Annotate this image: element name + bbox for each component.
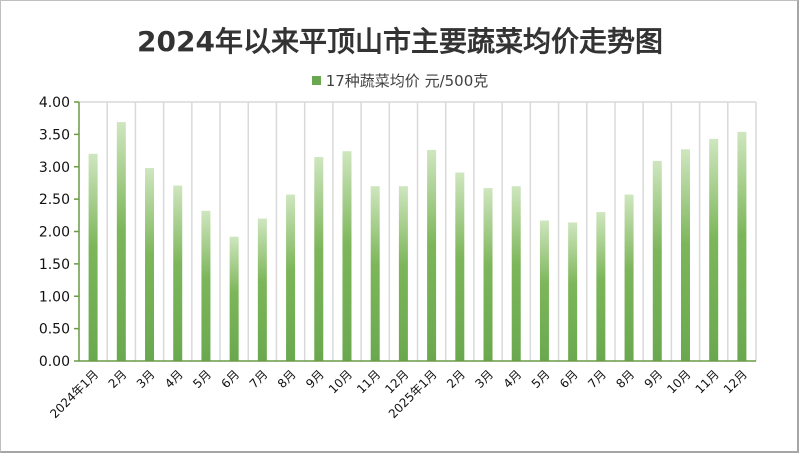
y-tick-label: 3.00: [39, 160, 70, 176]
x-tick-label: 10月: [326, 367, 355, 396]
x-tick-label: 6月: [557, 367, 581, 391]
y-tick-label: 0.00: [39, 354, 70, 370]
y-tick-label: 3.50: [39, 127, 70, 143]
chart-legend: 17种蔬菜均价 元/500克: [0, 70, 800, 91]
legend-label: 17种蔬菜均价 元/500克: [325, 72, 489, 90]
bar: [88, 153, 98, 361]
y-tick-label: 0.50: [39, 322, 70, 338]
x-tick-label: 11月: [354, 367, 383, 396]
x-tick-label: 3月: [134, 367, 158, 391]
bar: [680, 149, 690, 361]
legend-swatch-icon: [311, 76, 321, 85]
x-tick-label: 7月: [585, 367, 609, 391]
y-axis-labels: 0.00 0.50 1.00 1.50 2.00 2.50 3.00 3.50 4.00: [39, 95, 70, 370]
bars: [88, 122, 747, 361]
axes: [74, 101, 756, 362]
x-tick-label: 4月: [162, 367, 186, 391]
bar: [116, 122, 126, 361]
bar: [173, 185, 183, 361]
bar: [145, 168, 155, 361]
y-tick-label: 2.00: [39, 225, 70, 241]
x-tick-label: 2月: [444, 367, 468, 391]
bar: [370, 186, 380, 361]
x-tick-label: 7月: [247, 367, 271, 391]
bar: [201, 210, 211, 361]
bar: [229, 236, 239, 361]
bar: [286, 194, 296, 361]
bar: [568, 222, 578, 361]
x-tick-label: 9月: [642, 367, 666, 391]
bar: [652, 160, 662, 361]
x-tick-label: 6月: [218, 367, 242, 391]
bar: [483, 188, 493, 361]
x-tick-label: 9月: [303, 367, 327, 391]
y-tick-label: 4.00: [39, 95, 70, 111]
bar: [314, 157, 324, 361]
bar: [342, 151, 352, 361]
x-tick-label: 4月: [501, 367, 525, 391]
y-tick-label: 2.50: [39, 192, 70, 208]
bar: [709, 138, 719, 361]
x-tick-label: 8月: [613, 367, 637, 391]
bar: [455, 172, 465, 361]
bar: [596, 212, 606, 361]
y-tick-label: 1.50: [39, 257, 70, 273]
x-tick-label: 5月: [190, 367, 214, 391]
bar: [427, 149, 437, 361]
x-tick-label: 12月: [721, 367, 750, 396]
bar: [398, 186, 408, 361]
bar: [257, 218, 267, 361]
x-tick-label: 3月: [472, 367, 496, 391]
x-tick-label: 10月: [664, 367, 693, 396]
bar: [737, 131, 747, 361]
x-tick-label: 8月: [275, 367, 299, 391]
gridlines: [79, 101, 757, 361]
bar: [511, 186, 521, 361]
y-tick-label: 1.00: [39, 289, 70, 305]
bar: [539, 220, 549, 361]
x-tick-label: 11月: [693, 367, 722, 396]
bar: [624, 194, 634, 361]
x-tick-label: 2024年1月: [47, 367, 101, 421]
chart-title: 2024年以来平顶山市主要蔬菜均价走势图: [137, 25, 663, 58]
x-tick-label: 2月: [106, 367, 130, 391]
x-tick-label: 5月: [529, 367, 553, 391]
